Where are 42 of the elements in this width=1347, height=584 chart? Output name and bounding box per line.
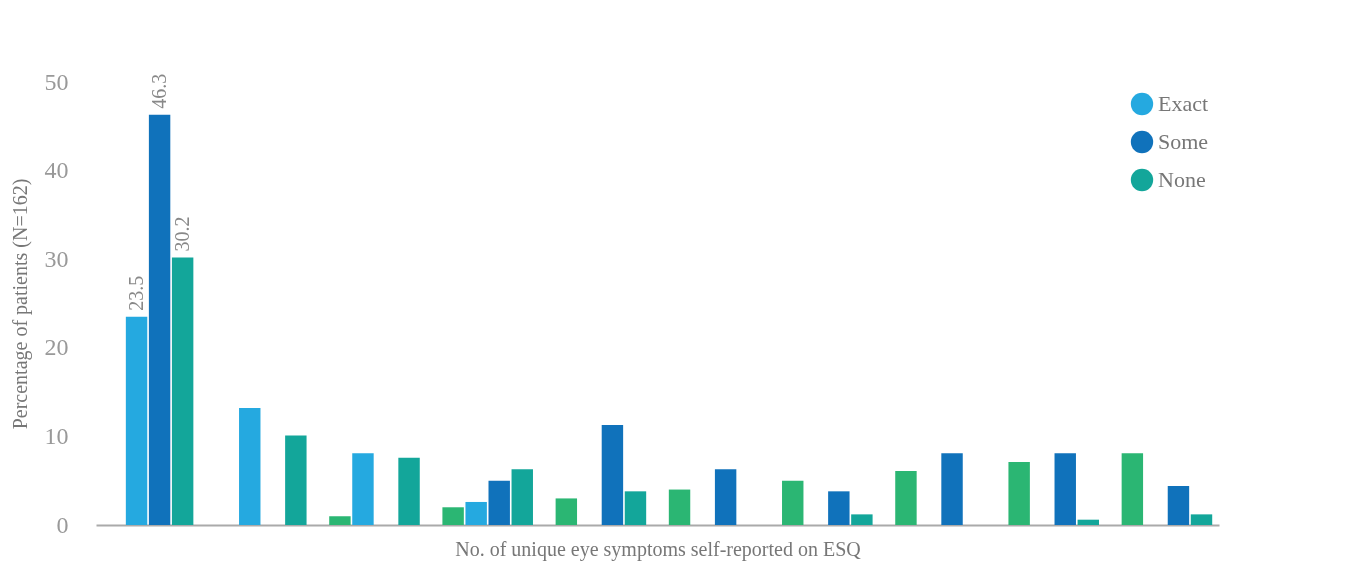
bar (352, 453, 374, 525)
bar (782, 480, 804, 525)
bar (125, 316, 148, 525)
bar (329, 516, 351, 525)
bar (1190, 514, 1213, 525)
bar (1121, 453, 1144, 525)
bar (895, 470, 917, 525)
y-tick-label: 20 (44, 334, 69, 361)
bar (285, 435, 307, 525)
legend-label: Some (1158, 129, 1209, 154)
y-tick-label: 10 (44, 422, 69, 449)
bar (1054, 453, 1076, 525)
bar (828, 491, 850, 525)
data-label: 23.5 (124, 275, 147, 311)
bar (624, 491, 647, 525)
bar (1077, 519, 1099, 525)
y-axis-title: Percentage of patients (N=162) (8, 178, 32, 430)
bar (941, 453, 963, 525)
bar (488, 480, 510, 525)
bar (148, 114, 171, 525)
bar (714, 469, 737, 525)
bar (239, 408, 261, 525)
bar (601, 424, 624, 525)
legend-label: Exact (1158, 91, 1209, 116)
bar (1167, 486, 1190, 525)
y-tick-label: 0 (56, 511, 69, 538)
data-label: 46.3 (147, 73, 170, 109)
y-tick-label: 50 (44, 68, 69, 95)
y-tick-label: 40 (44, 157, 69, 184)
legend-label: None (1158, 167, 1206, 192)
bar (668, 489, 691, 525)
bar (851, 514, 873, 525)
bar (511, 469, 533, 525)
bar (398, 457, 420, 525)
x-axis-title: No. of unique eye symptoms self-reported on ESQ (455, 537, 862, 561)
bar (442, 507, 464, 525)
bar (465, 501, 487, 525)
bar (555, 498, 578, 525)
data-label: 30.2 (170, 216, 193, 252)
bar (1008, 462, 1030, 525)
y-tick-label: 30 (44, 245, 69, 272)
bar (171, 257, 194, 525)
